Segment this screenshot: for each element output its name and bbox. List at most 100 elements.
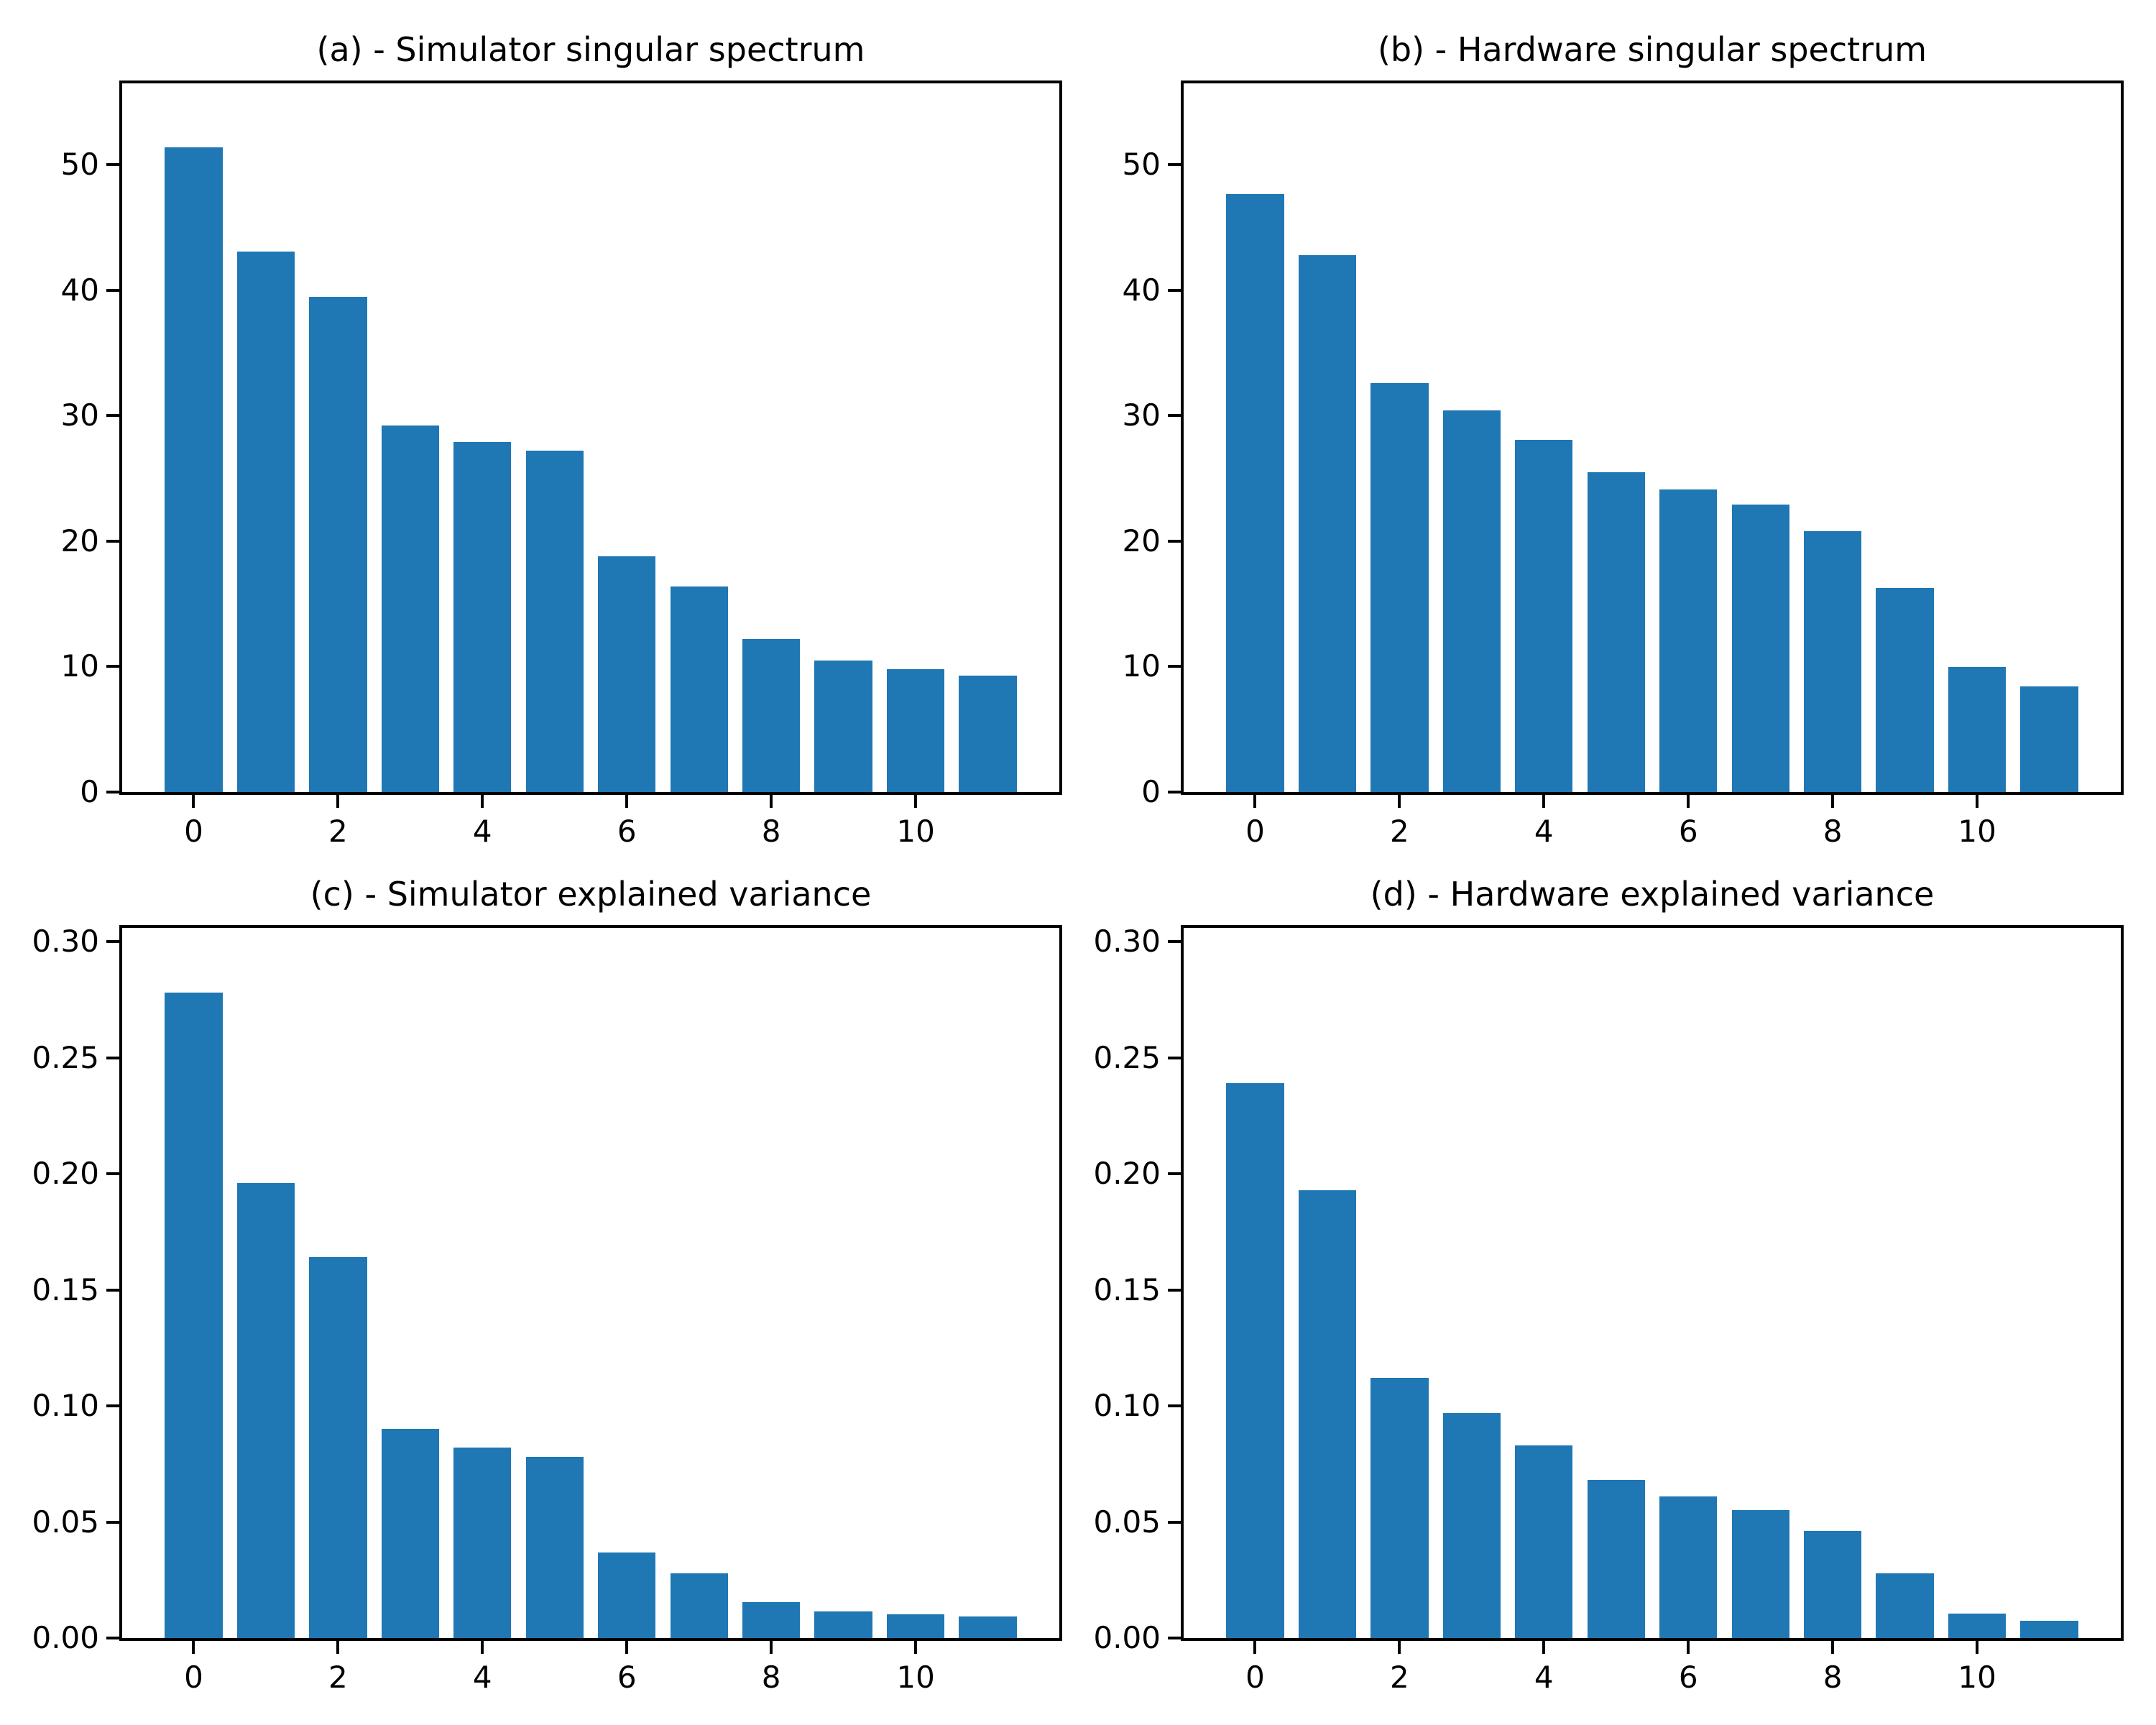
y-tick-mark	[1168, 1404, 1181, 1408]
bar-x3	[1442, 1412, 1501, 1638]
x-tick-mark	[1687, 795, 1690, 808]
y-tick-label: 0.15	[1093, 1271, 1161, 1307]
y-tick-label: 0.15	[32, 1271, 99, 1307]
y-tick-label: 10	[60, 648, 99, 684]
x-tick-mark	[481, 795, 484, 808]
bar-x8	[742, 1601, 801, 1638]
bar-x4	[453, 1448, 512, 1638]
x-tick-label: 2	[328, 1660, 348, 1695]
plot-area-c: 0.00 0.05 0.10 0.15 0.20 0.25 0.30 0 2 4 6 8 10	[32, 925, 1062, 1693]
y-tick-label: 10	[1122, 648, 1161, 684]
x-tick-mark	[192, 1641, 195, 1654]
x-tick-mark	[625, 1641, 629, 1654]
bar-x11	[959, 675, 1017, 792]
y-tick-mark	[106, 940, 119, 944]
x-tick-label: 0	[184, 814, 203, 849]
x-tick-mark	[914, 795, 918, 808]
bar-x2	[1370, 1378, 1429, 1638]
y-tick-label: 20	[60, 523, 99, 558]
chart-title-d: (d) - Hardware explained variance	[1370, 875, 1935, 914]
x-tick-label: 6	[617, 814, 637, 849]
x-tick-mark	[1976, 795, 1979, 808]
x-tick-label: 0	[184, 1660, 203, 1695]
y-tick-label: 40	[1122, 272, 1161, 308]
plot-area-b: 0 10 20 30 40 50 0 2 4 6 8 10	[1123, 80, 2124, 847]
y-tick-label: 0.30	[32, 924, 99, 960]
y-tick-mark	[1168, 791, 1181, 794]
y-tick-mark	[1168, 665, 1181, 668]
bar-x6	[598, 1552, 656, 1638]
bar-x10	[1948, 1614, 2007, 1638]
y-tick-label: 0.00	[1093, 1620, 1161, 1655]
subplot-c-simulator-explained-variance: (c) - Simulator explained variance 0.00 0…	[32, 846, 1062, 1693]
y-tick-label: 30	[1122, 397, 1161, 433]
x-tick-label: 8	[1823, 814, 1843, 849]
y-tick-mark	[106, 665, 119, 668]
y-tick-mark	[106, 1288, 119, 1292]
bar-x2	[309, 1257, 367, 1638]
x-tick-mark	[770, 1641, 773, 1654]
y-tick-label: 40	[60, 272, 99, 308]
bar-x6	[598, 556, 656, 792]
y-tick-mark	[106, 1056, 119, 1059]
x-tick-label: 2	[1390, 1660, 1409, 1695]
bar-x0	[165, 147, 223, 792]
y-tick-label: 0.20	[32, 1156, 99, 1192]
plot-area-a: 0 10 20 30 40 50 0 2 4 6 8 10	[61, 80, 1062, 847]
y-tick-mark	[1168, 163, 1181, 167]
bar-x10	[886, 668, 945, 792]
bar-x10	[886, 1614, 945, 1638]
bar-x4	[453, 442, 512, 792]
bar-x5	[525, 1457, 584, 1638]
y-tick-label: 0.00	[32, 1620, 99, 1655]
bar-x5	[1587, 1480, 1645, 1638]
y-tick-mark	[1168, 1637, 1181, 1639]
y-tick-mark	[1168, 1172, 1181, 1176]
y-tick-mark	[1168, 940, 1181, 944]
x-tick-mark	[1831, 795, 1835, 808]
x-tick-label: 10	[1958, 1660, 1996, 1695]
y-tick-label: 0.05	[1093, 1504, 1161, 1540]
chart-title-c: (c) - Simulator explained variance	[310, 875, 872, 914]
y-tick-mark	[106, 288, 119, 292]
bar-x2	[309, 296, 367, 792]
x-tick-label: 0	[1245, 814, 1265, 849]
y-tick-label: 0.25	[32, 1039, 99, 1075]
bar-x0	[1226, 193, 1284, 792]
chart-title-a: (a) - Simulator singular spectrum	[316, 30, 865, 70]
x-tick-mark	[481, 1641, 484, 1654]
bar-x5	[1587, 472, 1645, 792]
x-tick-label: 6	[617, 1660, 637, 1695]
x-tick-label: 4	[472, 1660, 492, 1695]
bar-x3	[1442, 410, 1501, 792]
x-tick-mark	[1831, 1641, 1835, 1654]
x-tick-mark	[336, 1641, 340, 1654]
y-tick-label: 0	[80, 774, 99, 809]
bar-x9	[1876, 1573, 1934, 1638]
bar-x8	[1803, 1531, 1862, 1638]
y-tick-mark	[1168, 1520, 1181, 1524]
bar-x0	[165, 993, 223, 1638]
x-tick-mark	[336, 795, 340, 808]
y-tick-mark	[106, 163, 119, 167]
x-tick-mark	[1687, 1641, 1690, 1654]
y-tick-label: 30	[60, 397, 99, 433]
x-tick-mark	[1542, 795, 1546, 808]
x-tick-label: 4	[1534, 814, 1554, 849]
y-tick-mark	[1168, 288, 1181, 292]
y-tick-mark	[1168, 539, 1181, 543]
bar-x0	[1226, 1083, 1284, 1638]
subplot-d-hardware-explained-variance: (d) - Hardware explained variance 0.00 0.…	[1093, 846, 2124, 1693]
chart-title-b: (b) - Hardware singular spectrum	[1377, 30, 1927, 70]
bar-x9	[814, 1611, 872, 1638]
x-tick-mark	[1542, 1641, 1546, 1654]
x-tick-label: 6	[1678, 1660, 1698, 1695]
bar-x8	[1803, 531, 1862, 792]
bar-x7	[670, 586, 728, 792]
x-tick-label: 8	[1823, 1660, 1843, 1695]
y-tick-mark	[106, 791, 119, 794]
y-tick-mark	[106, 1637, 119, 1639]
x-tick-label: 2	[1390, 814, 1409, 849]
subplot-a-simulator-singular-spectrum: (a) - Simulator singular spectrum 0 10 20 3…	[61, 0, 1062, 847]
